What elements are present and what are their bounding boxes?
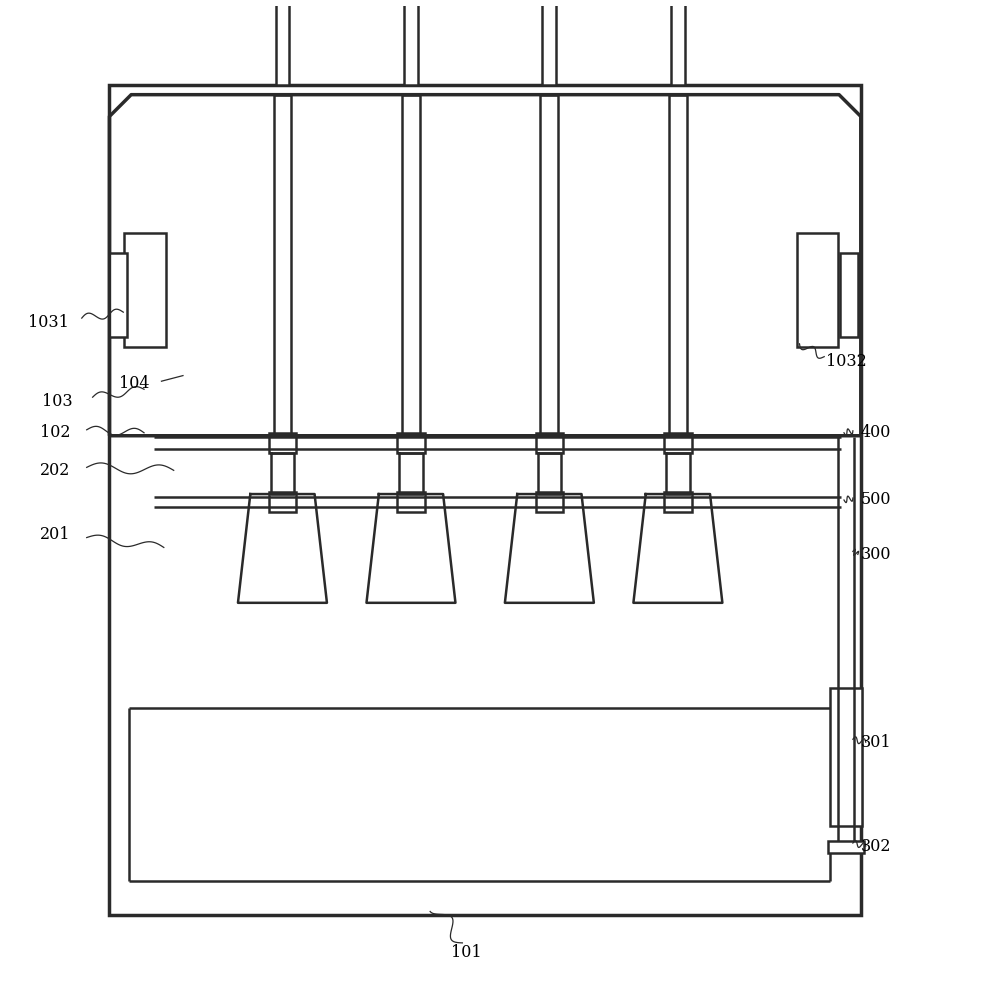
- Bar: [541, 95, 558, 436]
- Text: 103: 103: [43, 393, 73, 410]
- Text: 400: 400: [860, 424, 891, 441]
- Bar: [110, 85, 860, 915]
- Bar: [404, 0, 418, 85]
- Text: 302: 302: [860, 838, 891, 855]
- Bar: [841, 253, 857, 337]
- Bar: [669, 95, 687, 436]
- Text: 500: 500: [860, 491, 891, 508]
- Bar: [543, 0, 556, 85]
- Text: 1032: 1032: [827, 353, 867, 370]
- Bar: [664, 492, 692, 512]
- Bar: [268, 492, 296, 512]
- Text: 201: 201: [41, 526, 70, 543]
- Bar: [797, 233, 839, 347]
- Bar: [664, 433, 692, 453]
- Bar: [536, 492, 563, 512]
- Bar: [536, 433, 563, 453]
- Bar: [275, 0, 289, 85]
- Bar: [125, 233, 165, 347]
- Text: 102: 102: [41, 424, 70, 441]
- Text: 1031: 1031: [29, 314, 69, 331]
- Bar: [110, 253, 128, 337]
- Bar: [397, 433, 425, 453]
- Bar: [273, 95, 291, 436]
- Bar: [831, 688, 861, 826]
- Bar: [397, 492, 425, 512]
- Text: 104: 104: [120, 375, 149, 392]
- Bar: [829, 841, 863, 853]
- Bar: [671, 0, 685, 85]
- Bar: [268, 433, 296, 453]
- Text: 301: 301: [860, 734, 891, 751]
- Bar: [402, 95, 420, 436]
- Text: 202: 202: [41, 462, 70, 479]
- Text: 101: 101: [450, 944, 481, 961]
- Text: 300: 300: [860, 546, 891, 563]
